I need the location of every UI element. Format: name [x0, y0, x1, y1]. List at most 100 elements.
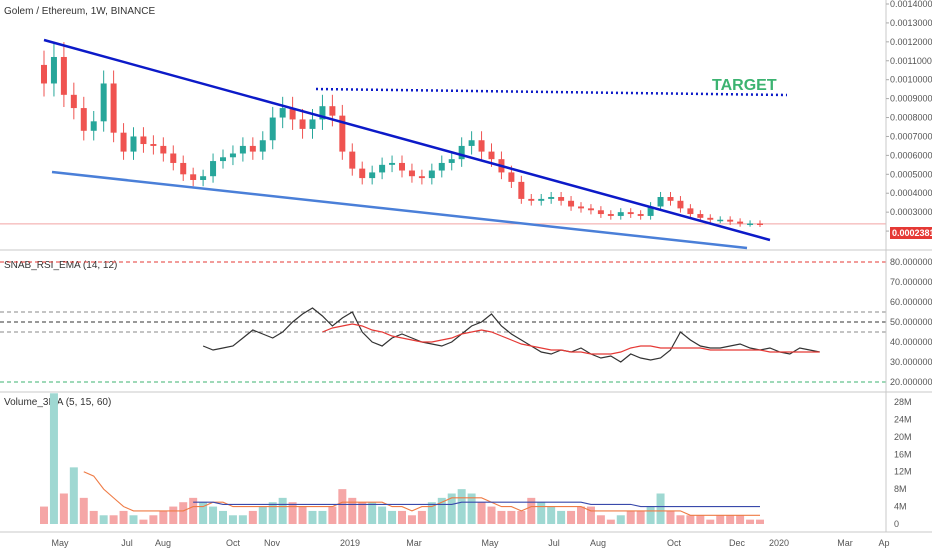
candle-body	[319, 106, 326, 120]
volume-bar	[537, 502, 546, 524]
volume-bar	[527, 497, 536, 524]
volume-bar	[746, 519, 755, 524]
candle-body	[329, 106, 336, 116]
volume-bar	[557, 510, 566, 524]
x-tick-label: Oct	[226, 538, 241, 548]
candle-body	[190, 174, 197, 180]
rsi-panel	[0, 261, 886, 383]
candle-body	[160, 145, 167, 154]
volume-bar	[676, 515, 685, 524]
volume-ma-short-line	[83, 471, 760, 516]
volume-bar	[139, 519, 148, 524]
volume-bar	[656, 493, 665, 524]
candle-body	[657, 197, 664, 207]
candle-body	[359, 168, 366, 179]
candle-body	[309, 119, 316, 129]
last-price-box	[890, 227, 932, 239]
x-tick-label: Jul	[121, 538, 133, 548]
candle-body	[289, 108, 296, 120]
volume-bar	[477, 502, 486, 524]
volume-bar	[159, 510, 168, 524]
rsi-tick-label: 50.00000000	[890, 317, 932, 327]
candle-body	[568, 200, 575, 207]
volume-bar	[736, 515, 745, 524]
volume-tick-label: 24M	[894, 414, 912, 424]
candle-body	[100, 83, 107, 122]
volume-bar	[219, 510, 227, 524]
upper-trendline	[43, 38, 771, 242]
pair-title: Golem / Ethereum, 1W, BINANCE	[4, 6, 155, 17]
volume-bar	[99, 515, 108, 524]
target-dotted-line	[315, 87, 788, 97]
volume-bar	[179, 502, 188, 524]
volume-bar	[577, 506, 585, 524]
candle-body	[408, 170, 415, 177]
volume-bar	[696, 515, 705, 524]
volume-bar	[437, 497, 446, 524]
volume-bar	[398, 510, 406, 524]
volume-bar	[407, 515, 416, 524]
volume-bar	[646, 506, 655, 524]
volume-tick-label: 0	[894, 519, 899, 529]
x-tick-label: Oct	[667, 538, 682, 548]
x-tick-label: Mar	[406, 538, 422, 548]
candle-body	[80, 108, 87, 131]
last-price-marker: 0.00023819	[890, 227, 932, 239]
x-tick-label: Jul	[548, 538, 560, 548]
candle-body	[249, 145, 256, 152]
volume-bar	[238, 515, 247, 524]
volume-bar	[149, 515, 158, 524]
candle-body	[60, 56, 67, 95]
candle-body	[349, 151, 356, 169]
x-tick-label: Mar	[837, 538, 853, 548]
candle-body	[707, 217, 714, 220]
candle-body	[597, 210, 604, 215]
volume-bar	[636, 510, 645, 524]
rsi-tick-label: 60.00000000	[890, 297, 932, 307]
volume-bar	[129, 515, 138, 524]
candle-body	[259, 140, 266, 152]
volume-bar	[716, 515, 725, 524]
x-tick-label: May	[481, 538, 499, 548]
candle-body	[438, 162, 445, 171]
volume-bar	[248, 510, 257, 524]
target-label: TARGET	[712, 77, 777, 94]
candle-body	[747, 223, 754, 226]
volume-bar	[457, 489, 466, 524]
volume-bar	[388, 510, 397, 524]
candle-body	[448, 159, 455, 163]
candle-body	[299, 119, 306, 129]
volume-bar	[278, 497, 287, 524]
volume-bar	[547, 506, 556, 524]
candle-body	[558, 197, 565, 201]
candle-body	[518, 181, 525, 199]
candle-body	[687, 208, 694, 215]
candle-body	[269, 117, 276, 141]
volume-bar	[517, 510, 526, 524]
candle-body	[428, 170, 435, 179]
volume-bar	[447, 493, 456, 524]
volume-bar	[258, 506, 267, 524]
candle-body	[389, 162, 396, 165]
volume-bar	[348, 497, 357, 524]
x-tick-label: May	[51, 538, 69, 548]
volume-tick-label: 28M	[894, 397, 912, 407]
volume-bar	[616, 515, 625, 524]
rsi-ema-line	[322, 323, 820, 355]
candle-body	[239, 145, 246, 154]
volume-bar	[79, 497, 88, 524]
candle-body	[369, 172, 376, 179]
volume-tick-label: 8M	[894, 484, 907, 494]
volume-tick-label: 4M	[894, 502, 907, 512]
x-tick-label: 2019	[340, 538, 360, 548]
candle-body	[677, 200, 684, 209]
candle-body	[727, 219, 734, 222]
volume-bar	[368, 502, 377, 524]
candle-body	[50, 56, 57, 84]
rsi-line	[202, 307, 820, 363]
candle-body	[737, 221, 744, 224]
volume-bar	[606, 519, 615, 524]
